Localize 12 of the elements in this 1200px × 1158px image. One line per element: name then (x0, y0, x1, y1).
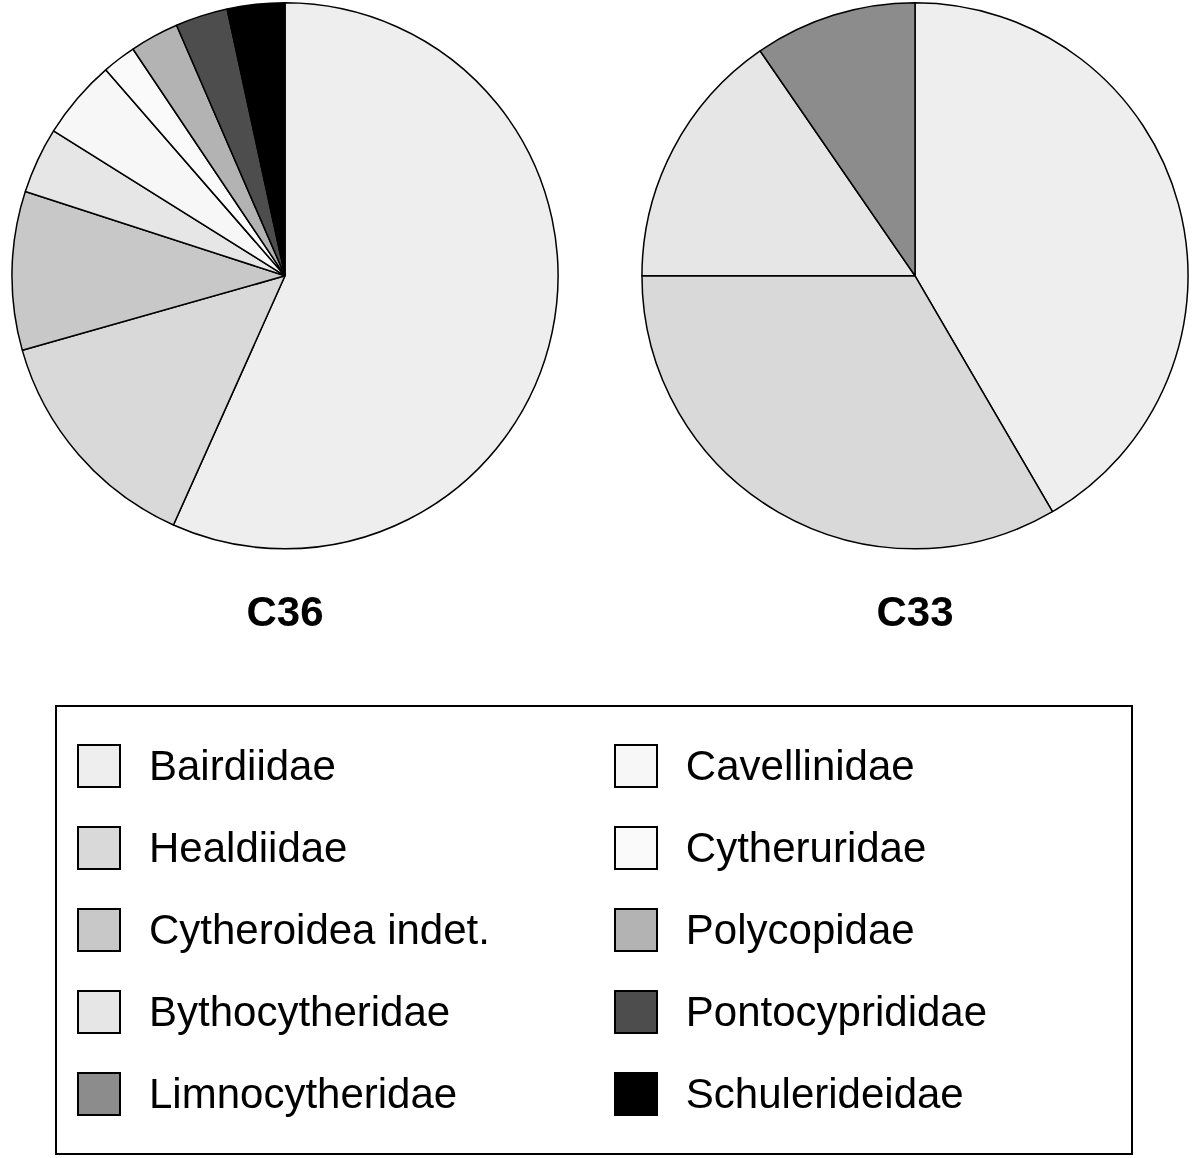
legend-label: Cytheroidea indet. (149, 906, 490, 954)
legend-label: Polycopidae (685, 906, 915, 954)
legend-label: Limnocytheridae (149, 1070, 458, 1118)
legend-label: Bythocytheridae (149, 988, 451, 1036)
legend-label: Healdiidae (149, 824, 348, 872)
legend-label: Cytheruridae (685, 824, 927, 872)
legend-label: Cavellinidae (685, 742, 915, 790)
legend-label: Pontocyprididae (685, 988, 988, 1036)
legend-label: Schulerideidae (685, 1070, 964, 1118)
legend-label: Bairdiidae (149, 742, 336, 790)
slice-label: C36 (246, 588, 324, 636)
slice-label: C33 (876, 588, 954, 636)
